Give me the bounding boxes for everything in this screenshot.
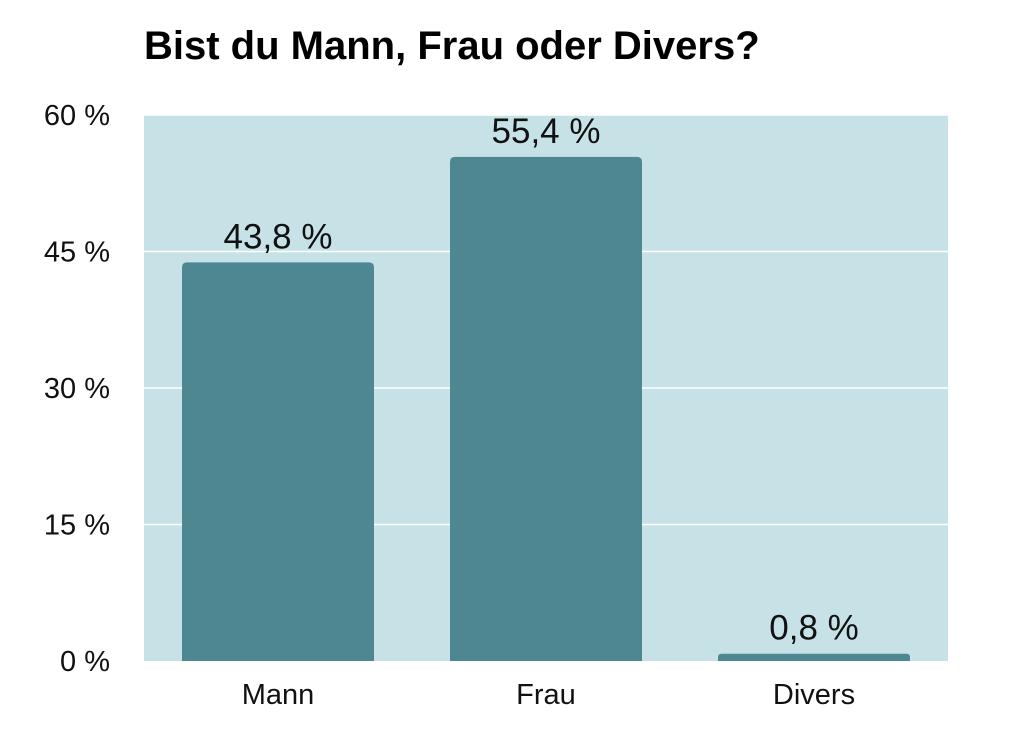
x-axis-ticks: Mann Frau Divers [242,679,855,711]
data-label: 0,8 % [769,609,859,648]
y-tick-label: 15 % [44,510,110,542]
y-tick-label: 30 % [44,373,110,405]
bar-mann [182,262,374,661]
x-tick-label: Divers [773,679,855,711]
bar-frau [450,156,642,662]
x-tick-label: Mann [242,679,315,711]
data-label: 43,8 % [224,217,333,256]
bar-divers [718,653,910,661]
y-tick-label: 45 % [44,237,110,269]
y-tick-label: 60 % [44,100,110,132]
y-axis-ticks: 0 % 15 % 30 % 45 % 60 % [44,100,110,678]
data-labels: 43,8 % 55,4 % 0,8 % [224,112,859,648]
y-tick-label: 0 % [60,646,110,678]
x-tick-label: Frau [516,679,576,711]
data-label: 55,4 % [492,112,601,151]
bars [182,156,910,662]
chart-title: Bist du Mann, Frau oder Divers? [144,24,760,68]
